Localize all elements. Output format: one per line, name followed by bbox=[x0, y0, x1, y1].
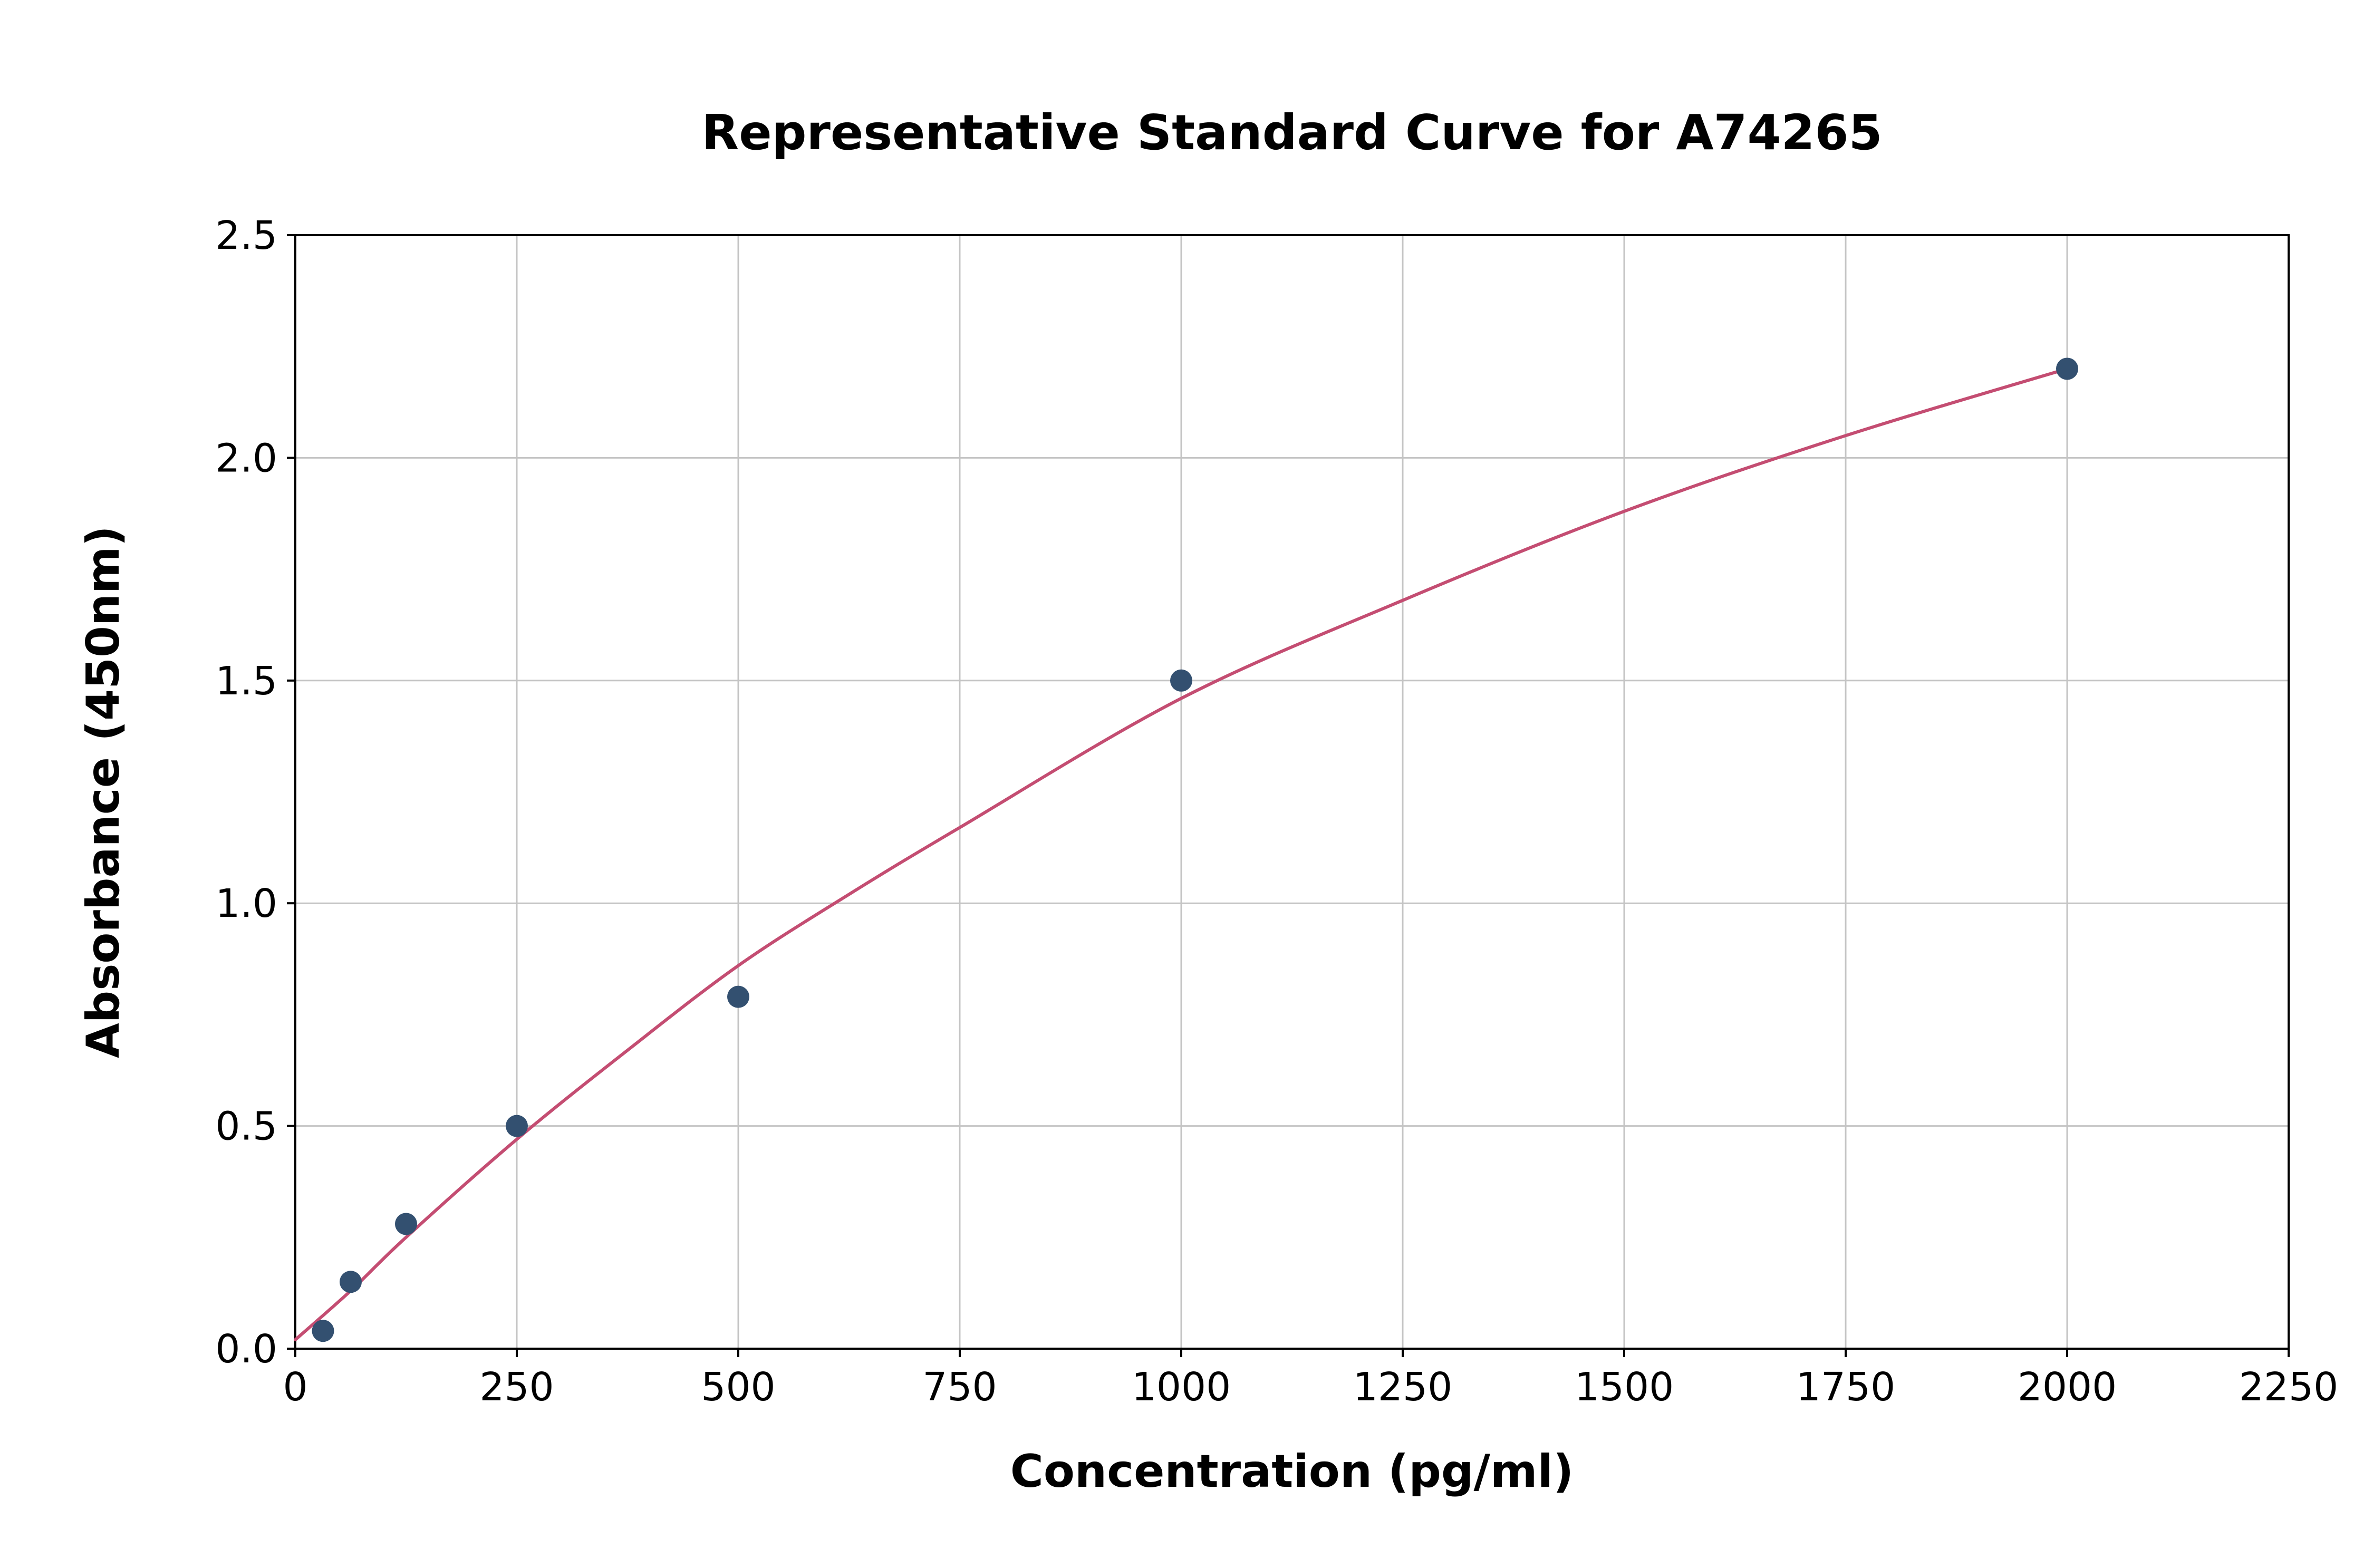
data-point bbox=[312, 1320, 334, 1342]
x-tick-label: 0 bbox=[283, 1364, 307, 1410]
y-tick-label: 0.0 bbox=[215, 1327, 277, 1372]
x-tick-label: 1250 bbox=[1353, 1364, 1452, 1410]
data-point bbox=[1170, 669, 1192, 692]
axes-layer bbox=[294, 234, 2290, 1350]
x-axis-label: Concentration (pg/ml) bbox=[1010, 1445, 1574, 1498]
x-tick-label: 2000 bbox=[2018, 1364, 2117, 1410]
y-axis-label: Absorbance (450nm) bbox=[77, 526, 130, 1058]
y-tick-label: 1.5 bbox=[215, 659, 277, 704]
x-tick-label: 500 bbox=[701, 1364, 775, 1410]
data-point bbox=[2056, 357, 2078, 380]
data-point bbox=[727, 985, 749, 1008]
x-tick-label: 1750 bbox=[1796, 1364, 1895, 1410]
x-tick-label: 2250 bbox=[2239, 1364, 2338, 1410]
y-tick-label: 2.5 bbox=[215, 213, 277, 258]
fit-curve bbox=[294, 367, 2069, 1342]
x-tick-label: 750 bbox=[922, 1364, 997, 1410]
data-point bbox=[340, 1271, 362, 1293]
y-tick-label: 2.0 bbox=[215, 435, 277, 481]
tick-layer: 0 250 500 750 1000 1250 1500 1750 2000 2250 0.0 0.5… bbox=[215, 213, 2338, 1410]
data-point bbox=[506, 1115, 528, 1137]
data-point bbox=[395, 1213, 417, 1235]
y-tick-label: 0.5 bbox=[215, 1104, 277, 1149]
x-tick-label: 1500 bbox=[1575, 1364, 1674, 1410]
chart-title: Representative Standard Curve for A74265 bbox=[701, 104, 1882, 161]
grid-layer bbox=[294, 234, 2290, 1350]
y-tick-label: 1.0 bbox=[215, 881, 277, 926]
series-layer bbox=[294, 357, 2078, 1342]
plot-border bbox=[294, 234, 2290, 1350]
x-tick-label: 1000 bbox=[1132, 1364, 1231, 1410]
x-tick-label: 250 bbox=[479, 1364, 554, 1410]
